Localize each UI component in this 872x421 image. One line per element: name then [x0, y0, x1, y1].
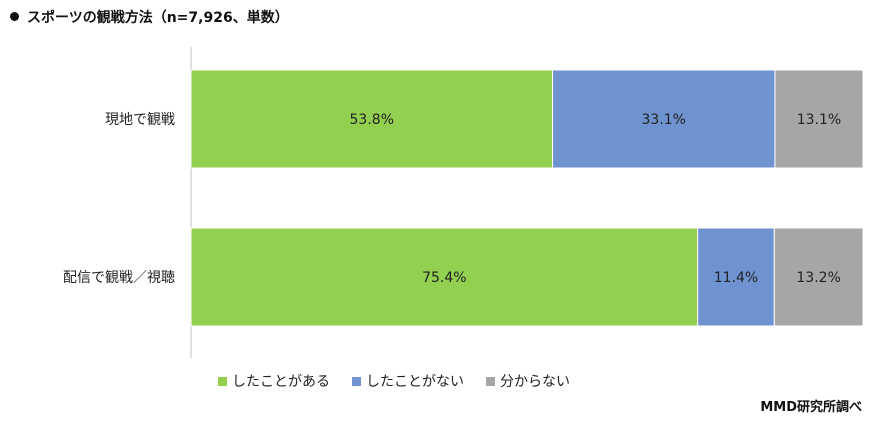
legend-item: 分からない — [486, 371, 570, 391]
chart-title: スポーツの観戦方法（n=7,926、単数） — [10, 7, 289, 27]
category-label: 現地で観戦 — [105, 111, 175, 128]
category-label: 配信で観戦／視聴 — [63, 269, 175, 286]
legend-label: したことがない — [366, 374, 464, 390]
bar-segment — [774, 69, 864, 169]
legend-swatch — [218, 376, 227, 386]
data-label: 13.2% — [796, 270, 840, 286]
source-note: MMD研究所調べ — [760, 400, 862, 415]
data-label: 53.8% — [350, 112, 394, 128]
bar-segment — [773, 227, 864, 327]
legend-label: したことがある — [232, 374, 330, 390]
data-label: 33.1% — [642, 112, 686, 128]
legend-swatch — [352, 376, 361, 386]
bar-segment — [190, 227, 699, 327]
bar-segment — [190, 69, 554, 169]
data-label: 11.4% — [714, 270, 758, 286]
bar-segment — [552, 69, 776, 169]
legend-item: したことがある — [218, 371, 330, 391]
chart-title-text: スポーツの観戦方法（n=7,926、単数） — [27, 10, 289, 26]
data-label: 13.1% — [797, 112, 841, 128]
chart-legend: したことがある したことがない 分からない — [218, 371, 592, 391]
legend-swatch — [486, 376, 495, 386]
legend-label: 分からない — [500, 374, 570, 390]
bullet-icon — [10, 12, 19, 21]
bar-segment — [697, 227, 775, 327]
data-label: 75.4% — [422, 270, 466, 286]
legend-item: したことがない — [352, 371, 464, 391]
